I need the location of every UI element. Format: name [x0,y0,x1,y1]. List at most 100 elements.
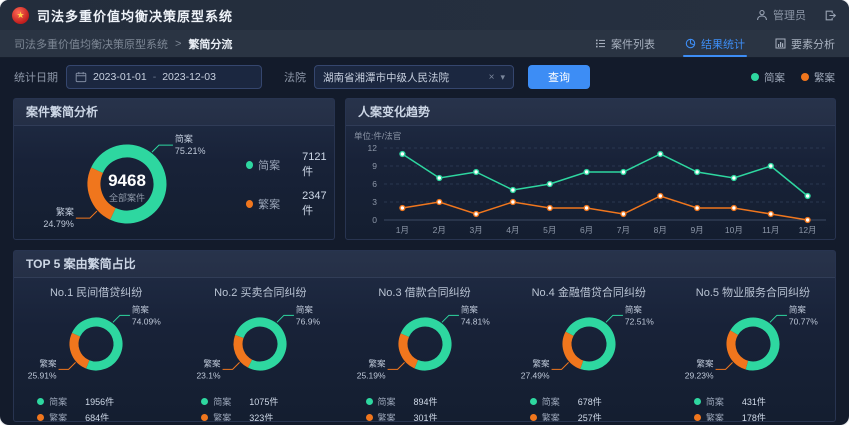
pie-icon [685,38,696,49]
legend-item[interactable]: 繁案 2347件 [246,190,334,218]
user-menu[interactable]: 管理员 [756,7,806,23]
bar-chart-icon [775,38,786,49]
logout-button[interactable] [824,9,837,22]
data-point[interactable] [546,180,553,188]
legend-item[interactable]: 繁案 301件 [365,411,484,421]
data-point[interactable] [399,150,406,158]
donut-slice-simple [233,317,287,371]
data-point[interactable] [509,198,517,206]
legend-label: 简案 [377,397,396,407]
top5-chart-column: No.4 金融借贷合同纠纷 简案 72.51% 繁案 27.49% 简案 678件 繁案 257… [507,281,671,422]
legend-item[interactable]: 繁案 257件 [529,411,648,422]
chart-text: 2月 [433,225,446,235]
date-range-input[interactable]: 2023-01-01 - 2023-12-03 [66,65,262,89]
top5-legend: 简案 894件 繁案 301件 [365,392,484,421]
legend-dot [201,398,209,405]
data-point[interactable] [436,198,443,206]
data-point[interactable] [620,168,627,176]
data-point[interactable] [694,204,701,212]
data-point[interactable] [767,210,774,218]
label-line [276,314,295,323]
legend-item-simple[interactable]: 简案 [751,70,785,85]
data-point[interactable] [694,168,701,176]
tab-result-stats[interactable]: 结果统计 [683,30,747,57]
legend-value: 1956件 [85,397,115,407]
top5-legend: 简案 1075件 繁案 323件 [201,392,319,421]
legend-item[interactable]: 繁案 178件 [693,411,812,421]
user-name: 管理员 [773,10,806,22]
legend-item[interactable]: 繁案 684件 [37,411,155,422]
data-point[interactable] [436,174,443,182]
chart-text: 3 [372,197,377,207]
clear-icon[interactable]: × [488,71,495,83]
breadcrumb: 司法多重价值均衡决策原型系统 > 繁简分流 [14,36,232,52]
chart-text: 72.51% [625,316,654,326]
chart-text: 24.79% [43,219,74,229]
chart-text: 0 [372,215,377,225]
data-point[interactable] [657,150,664,158]
data-point[interactable] [730,174,738,182]
label-line [769,314,787,323]
top5-chart-title: No.2 买卖合同纠纷 [214,287,307,299]
label-line [112,314,131,323]
legend-item[interactable]: 简案 431件 [693,395,812,408]
data-point[interactable] [620,210,627,218]
chart-text: 全部案件 [109,192,145,203]
query-button[interactable]: 查询 [528,65,590,89]
chart-text: 繁案 [56,206,74,217]
legend-dot [365,414,373,421]
data-point[interactable] [583,168,590,176]
panel-title: 案件繁简分析 [14,99,334,126]
top5-chart-title: No.3 借款合同纠纷 [378,287,471,299]
legend-label: 繁案 [49,413,68,422]
tab-element-analysis[interactable]: 要素分析 [775,30,835,57]
legend-item[interactable]: 简案 894件 [365,395,484,408]
breadcrumb-root[interactable]: 司法多重价值均衡决策原型系统 [14,38,168,51]
view-tabs: 案件列表 结果统计 要素分析 [595,30,835,57]
donut-chart: 简案 75.21% 繁案 24.79% 9468 全部案件 [43,133,205,229]
legend-label: 繁案 [541,413,560,422]
legend-item-complex[interactable]: 繁案 [801,70,835,85]
court-select[interactable]: 湖南省湘潭市中级人民法院 × ▾ [314,65,514,89]
tab-case-list[interactable]: 案件列表 [595,30,655,57]
data-point[interactable] [399,204,406,212]
star-icon: ★ [16,9,25,20]
data-point[interactable] [730,204,738,212]
label-line [441,314,459,323]
legend-value: 684件 [85,413,110,422]
legend-item[interactable]: 简案 678件 [529,395,648,408]
chart-text: 29.23% [685,370,714,380]
trend-chart-legend: 简案 繁案 [751,70,835,85]
legend-value: 431件 [741,397,766,407]
chart-text: 8月 [654,225,667,235]
data-point[interactable] [546,204,553,212]
chart-text: 10月 [725,225,743,235]
donut-slice-complex [562,317,616,371]
chart-text: 74.09% [132,316,161,326]
legend-label: 简案 [764,71,785,84]
legend-item[interactable]: 简案 1956件 [37,395,155,408]
app-title: 司法多重价值均衡决策原型系统 [37,8,234,24]
data-point[interactable] [657,192,664,200]
donut-chart: 简案 74.81% 繁案 25.19% [356,304,489,380]
legend-item[interactable]: 简案 1075件 [201,395,319,408]
data-point[interactable] [804,192,811,200]
data-point[interactable] [767,162,774,170]
data-point[interactable] [473,210,480,218]
data-point[interactable] [509,186,517,194]
donut-chart: 简案 70.77% 繁案 29.23% [685,304,818,380]
data-point[interactable] [583,204,590,212]
top5-donut-chart: 简案 76.9% 繁案 23.1% [181,300,339,394]
legend-value: 7121件 [302,150,327,178]
data-point[interactable] [804,216,811,224]
label-line [222,362,241,370]
top5-chart-column: No.3 借款合同纠纷简案 74.81% 繁案 25.19% 简案 894件 繁案 301件 [342,281,506,421]
data-point[interactable] [473,168,480,176]
chart-text: 简案 [296,304,314,314]
chart-text: 7月 [617,225,630,235]
legend-dot [751,73,759,81]
top5-donut-chart: 简案 70.77% 繁案 29.23% [674,300,832,394]
legend-item[interactable]: 繁案 323件 [201,411,319,421]
legend-item[interactable]: 简案 7121件 [246,151,334,179]
